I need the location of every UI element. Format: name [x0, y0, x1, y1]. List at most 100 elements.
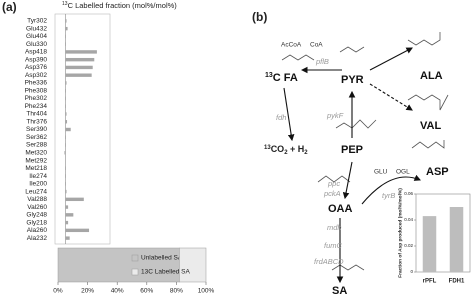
- y-tick-label: 0.04: [404, 217, 413, 222]
- legend-label: Unlabelled SA: [141, 255, 183, 262]
- bar: [65, 57, 95, 62]
- enzyme: pykF: [326, 111, 344, 120]
- bar: [65, 81, 67, 85]
- bar: [65, 89, 66, 93]
- y-tick-label: Val260: [27, 204, 47, 211]
- enzyme: mdh: [327, 223, 342, 232]
- bar: [65, 34, 66, 39]
- plot-frame: [54, 13, 111, 245]
- enzyme: fumC: [324, 241, 343, 250]
- superscript: 13: [62, 1, 68, 7]
- bar-segment: [57, 247, 180, 283]
- y-tick-label: 0: [410, 269, 413, 274]
- arrow: [369, 83, 413, 111]
- y-tick-label: Val288: [27, 196, 47, 203]
- x-tick-label: 100%: [198, 288, 215, 295]
- metabolite: PEP: [341, 144, 363, 156]
- x-tick-label: 0%: [53, 288, 63, 295]
- node-text: C FA: [273, 72, 298, 84]
- legend-label: 13C Labelled SA: [141, 269, 190, 276]
- superscript: 13: [264, 145, 271, 151]
- y-tick-label: Thr376: [26, 118, 47, 125]
- bar-segment: [179, 247, 207, 283]
- subscript: 2: [284, 150, 288, 156]
- bar: [64, 151, 66, 155]
- metabolite: 13C FA: [265, 72, 298, 84]
- bar: [65, 120, 68, 124]
- y-tick-label: Ala232: [27, 235, 48, 242]
- enzyme: ppc: [327, 179, 340, 188]
- y-tick-label: Ile274: [29, 173, 47, 180]
- enzyme: pckA: [323, 189, 341, 198]
- legend-swatch: [131, 268, 139, 276]
- y-tick-label: Glu404: [26, 33, 47, 40]
- y-tick-label: 0.06: [404, 191, 413, 196]
- molecule: [339, 46, 365, 53]
- arrow: [283, 87, 295, 142]
- bar: [65, 166, 66, 170]
- panel-label: (a): [2, 0, 17, 14]
- molecule: [281, 54, 315, 61]
- inset-frame: [415, 193, 471, 273]
- y-tick-label: Glu330: [26, 41, 47, 48]
- bar: [65, 42, 66, 46]
- molecule: [317, 175, 351, 183]
- bar: [65, 19, 67, 23]
- bar: [65, 127, 71, 132]
- x-tick-label: 60%: [140, 288, 153, 295]
- enzyme: pflB: [315, 57, 329, 66]
- node-text: CO: [271, 144, 285, 154]
- molecule: [407, 32, 441, 46]
- bar: [65, 197, 84, 202]
- panel-label: (b): [252, 10, 267, 24]
- y-axis-label: Fraction of Asp produced (mol%/mol%): [397, 188, 403, 278]
- bar: [65, 112, 67, 116]
- enzyme: frdABCD: [314, 257, 344, 266]
- y-tick-label: Phe308: [25, 87, 48, 94]
- y-tick-label: Met320: [25, 149, 47, 156]
- metabolite: VAL: [420, 120, 441, 132]
- molecule: [411, 140, 445, 149]
- bar: [65, 182, 66, 186]
- bar: [65, 135, 66, 139]
- bar: [65, 236, 70, 240]
- molecule: [407, 94, 449, 111]
- y-tick-label: Glu432: [26, 25, 47, 32]
- bar: [65, 143, 66, 147]
- metabolite: CoA: [310, 42, 323, 49]
- y-tick-label: Phe336: [25, 80, 48, 87]
- y-tick-label: Phe234: [25, 103, 48, 110]
- y-tick-label: Ile200: [29, 181, 47, 188]
- bar: [65, 65, 93, 70]
- y-tick-label: Gly218: [26, 219, 47, 226]
- metabolite: PYR: [341, 74, 364, 86]
- x-tick-label: 40%: [111, 288, 124, 295]
- title-text: C Labelled fraction (mol%/mol%): [68, 1, 178, 10]
- metabolite: AcCoA: [281, 42, 302, 49]
- x-tick-label: 20%: [81, 288, 94, 295]
- x-tick-label: FDH1: [449, 279, 465, 285]
- bar: [65, 213, 74, 217]
- y-tick-label: Asp302: [25, 72, 47, 79]
- y-tick-label: Asp376: [25, 64, 47, 71]
- legend-swatch: [131, 254, 139, 262]
- enzyme: tyrB: [382, 191, 395, 200]
- y-tick-label: Met218: [25, 165, 47, 172]
- superscript: 13: [265, 72, 273, 79]
- y-tick-label: Ser390: [26, 126, 47, 133]
- bar: [65, 189, 67, 194]
- y-tick-label: Leu274: [25, 188, 47, 195]
- bar: [65, 174, 66, 178]
- arrow: [361, 174, 422, 205]
- x-tick-label: 80%: [170, 288, 183, 295]
- bar: [449, 207, 464, 272]
- y-tick-label: Phe302: [25, 95, 48, 102]
- y-tick-label: Ala260: [27, 227, 48, 234]
- y-tick-label: Tyr302: [27, 18, 47, 25]
- subscript: 2: [304, 150, 308, 156]
- molecule: [331, 264, 365, 271]
- y-tick-label: 0.02: [404, 243, 413, 248]
- bar: [422, 216, 437, 272]
- molecule: [335, 119, 377, 129]
